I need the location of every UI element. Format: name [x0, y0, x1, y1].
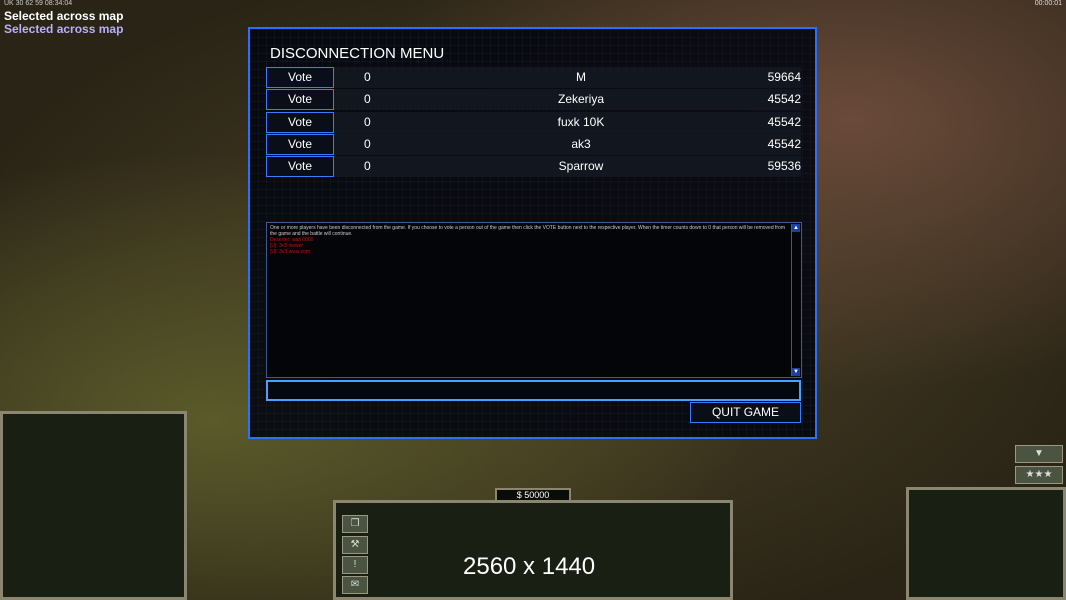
collapse-icon[interactable]: ▼ [1015, 445, 1063, 463]
scroll-up-icon[interactable]: ▲ [792, 224, 800, 232]
player-name: ak3 [571, 136, 591, 151]
log-line: Deserter: wait 0000 [270, 237, 314, 243]
player-row: Vote 0 Sparrow 59536 [266, 156, 801, 178]
player-row: Vote 0 ak3 45542 [266, 133, 801, 155]
player-name: M [576, 70, 586, 84]
selection-message: Selected across map [4, 22, 124, 36]
chat-input[interactable] [266, 380, 801, 401]
disconnect-message: One or more players have been disconnect… [270, 225, 786, 237]
player-row: Vote 0 Zekeriya 45542 [266, 89, 801, 111]
scroll-down-icon[interactable]: ▼ [792, 368, 800, 376]
menu-title: DISCONNECTION MENU [270, 45, 445, 62]
vote-button[interactable]: Vote [266, 111, 334, 133]
vote-count: 0 [364, 70, 371, 84]
options-icon[interactable]: ❐ [342, 515, 368, 533]
command-bar [333, 500, 733, 600]
vote-count: 0 [364, 159, 371, 174]
game-timer: 00:00:01 [1034, 0, 1062, 7]
vote-button[interactable]: Vote [266, 67, 334, 88]
hud-stats: UK 30 62 59 08:34:04 [4, 0, 73, 7]
vote-button[interactable]: Vote [266, 156, 334, 178]
vote-count: 0 [364, 136, 371, 151]
resolution-overlay: 2560 x 1440 [463, 553, 596, 580]
player-ping: 59536 [767, 159, 801, 174]
vote-count: 0 [364, 92, 371, 107]
vote-button[interactable]: Vote [266, 89, 334, 111]
player-name: Sparrow [558, 159, 604, 174]
player-name: fuxk 10K [557, 114, 605, 129]
log-scrollbar[interactable]: ▲ ▼ [791, 224, 800, 376]
rank-stars-icon[interactable]: ★★★ [1015, 466, 1063, 484]
log-line: [U]: 3v3 www.com [270, 249, 311, 255]
vote-button[interactable]: Vote [266, 133, 334, 155]
player-ping: 45542 [767, 136, 801, 151]
radar-panel [0, 411, 187, 600]
chat-icon[interactable]: ✉ [342, 576, 368, 594]
message-log: One or more players have been disconnect… [266, 222, 802, 378]
player-name: Zekeriya [557, 92, 604, 107]
player-row: Vote 0 M 59664 [266, 67, 801, 88]
log-line: [U]: 3v3 viewer [270, 243, 304, 249]
player-ping: 45542 [767, 92, 801, 107]
disconnection-menu: DISCONNECTION MENU Vote 0 M 59664 Vote 0 … [248, 27, 817, 439]
alert-icon[interactable]: ! [342, 556, 368, 574]
selection-message: Selected across map [4, 9, 124, 23]
vote-count: 0 [364, 114, 371, 129]
player-ping: 45542 [767, 114, 801, 129]
wrench-icon[interactable]: ⚒ [342, 536, 368, 554]
general-panel [906, 487, 1066, 600]
player-ping: 59664 [767, 70, 801, 84]
quit-game-button[interactable]: QUIT GAME [690, 402, 801, 423]
player-row: Vote 0 fuxk 10K 45542 [266, 111, 801, 133]
